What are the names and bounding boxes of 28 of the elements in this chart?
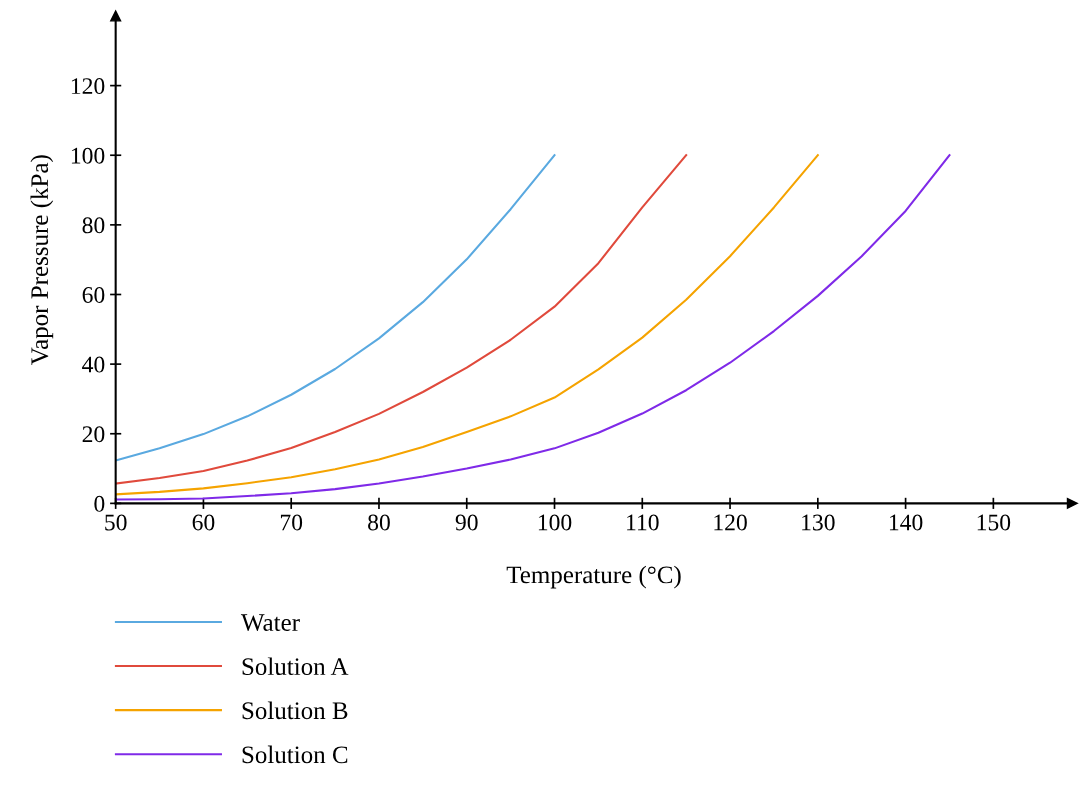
line-series	[115, 154, 556, 462]
y-tick-label: 120	[71, 78, 105, 95]
x-tick-label: 110	[627, 514, 659, 531]
y-tick-label: 60	[82, 286, 105, 303]
x-tick-label: 150	[977, 514, 1011, 531]
x-tick-label: 60	[192, 514, 215, 531]
line-series	[115, 154, 951, 501]
x-axis-title: Temperature (°C)	[506, 565, 681, 589]
x-tick-label: 140	[889, 514, 923, 531]
line-series	[115, 154, 688, 485]
x-tick-label: 50	[105, 514, 127, 531]
x-tick-label: 90	[455, 514, 478, 531]
y-tick-label: 20	[82, 426, 105, 443]
x-tick-label: 130	[802, 514, 835, 531]
line-series	[115, 154, 819, 496]
y-tick-label: 40	[82, 356, 105, 373]
x-tick-label: 120	[714, 514, 747, 531]
y-tick-label: 100	[71, 147, 105, 164]
legend-label: Water	[240, 614, 300, 632]
legend-label: Solution B	[242, 701, 348, 720]
x-tick-label: 80	[368, 514, 390, 531]
y-tick-label: 80	[82, 217, 105, 234]
y-tick-label: 0	[94, 495, 105, 512]
y-axis-title: Vapor Pressure (kPa)	[30, 155, 54, 365]
legend-label: Solution A	[242, 657, 349, 676]
x-tick-label: 100	[538, 514, 572, 531]
legend-label: Solution C	[242, 745, 348, 764]
x-tick-label: 70	[280, 514, 303, 531]
